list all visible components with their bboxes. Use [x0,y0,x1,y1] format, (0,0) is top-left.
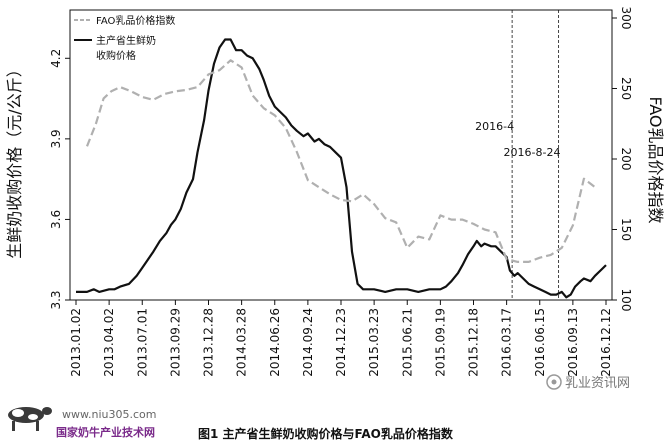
x-tick-label: 2013.07.01 [135,308,149,377]
x-tick-label: 2016.03.17 [500,308,514,377]
x-tick-label: 2014.12.23 [334,308,348,377]
legend-label-milk: 主产省生鲜奶 [96,34,156,47]
cow-logo-icon [8,407,52,431]
x-tick-label: 2015.09.19 [433,308,447,377]
y-tick-label: 3.6 [49,210,63,229]
x-tick-label: 2013.09.29 [168,308,182,377]
x-tick-label: 2013.01.02 [69,308,83,377]
annotation-label: 2016-4 [475,120,514,133]
fao-index-line [85,59,596,263]
y2-tick-label: 200 [619,148,633,171]
y2-tick-label: 100 [619,289,633,312]
series-layer [76,38,607,299]
x-tick-label: 2014.06.26 [268,308,282,377]
y2-axis-title: FAO乳品价格指数 [646,97,665,224]
watermark-site: www.niu305.com [62,408,156,421]
annotation-label: 2016-8-24 [504,146,561,159]
milk-price-line [76,38,607,299]
legend-label-fao: FAO乳品价格指数 [96,14,175,27]
y-tick-label: 3.3 [49,290,63,309]
axes-layer: 3.3 3.6 3.9 4.2 100 150 200 250 300 2013.01.02 201… [49,7,633,377]
y-axis-title: 生鲜奶收购价格（元/公斤） [5,61,24,258]
y-tick-label: 3.9 [49,129,63,148]
x-tick-label: 2016.09.13 [566,308,580,377]
x-tick-label: 2015.06.21 [400,308,414,377]
x-tick-label: 2013.12.28 [202,308,216,377]
x-tick-label: 2016.06.15 [533,308,547,377]
legend-label-milk-cont: 收购价格 [96,49,136,62]
x-tick-label: 2013.04.02 [102,308,116,377]
y-tick-label: 4.2 [49,49,63,68]
figure-caption: 图1 主产省生鲜奶收购价格与FAO乳品价格指数 [198,426,454,441]
y2-tick-label: 250 [619,77,633,100]
y2-tick-label: 150 [619,218,633,241]
x-tick-label: 2016.12.12 [599,308,613,377]
annotation-lines: 2016-4 2016-8-24 [475,10,560,300]
x-tick-label: 2014.03.28 [235,308,249,377]
watermark-brand: 乳业资讯网 [565,376,630,391]
brand-icon [546,374,562,390]
x-tick-label: 2015.03.23 [367,308,381,377]
x-tick-label: 2015.12.18 [467,308,481,377]
y2-tick-label: 300 [619,7,633,30]
watermark-org: 国家奶牛产业技术网 [56,425,155,439]
x-tick-label: 2014.09.24 [301,308,315,377]
